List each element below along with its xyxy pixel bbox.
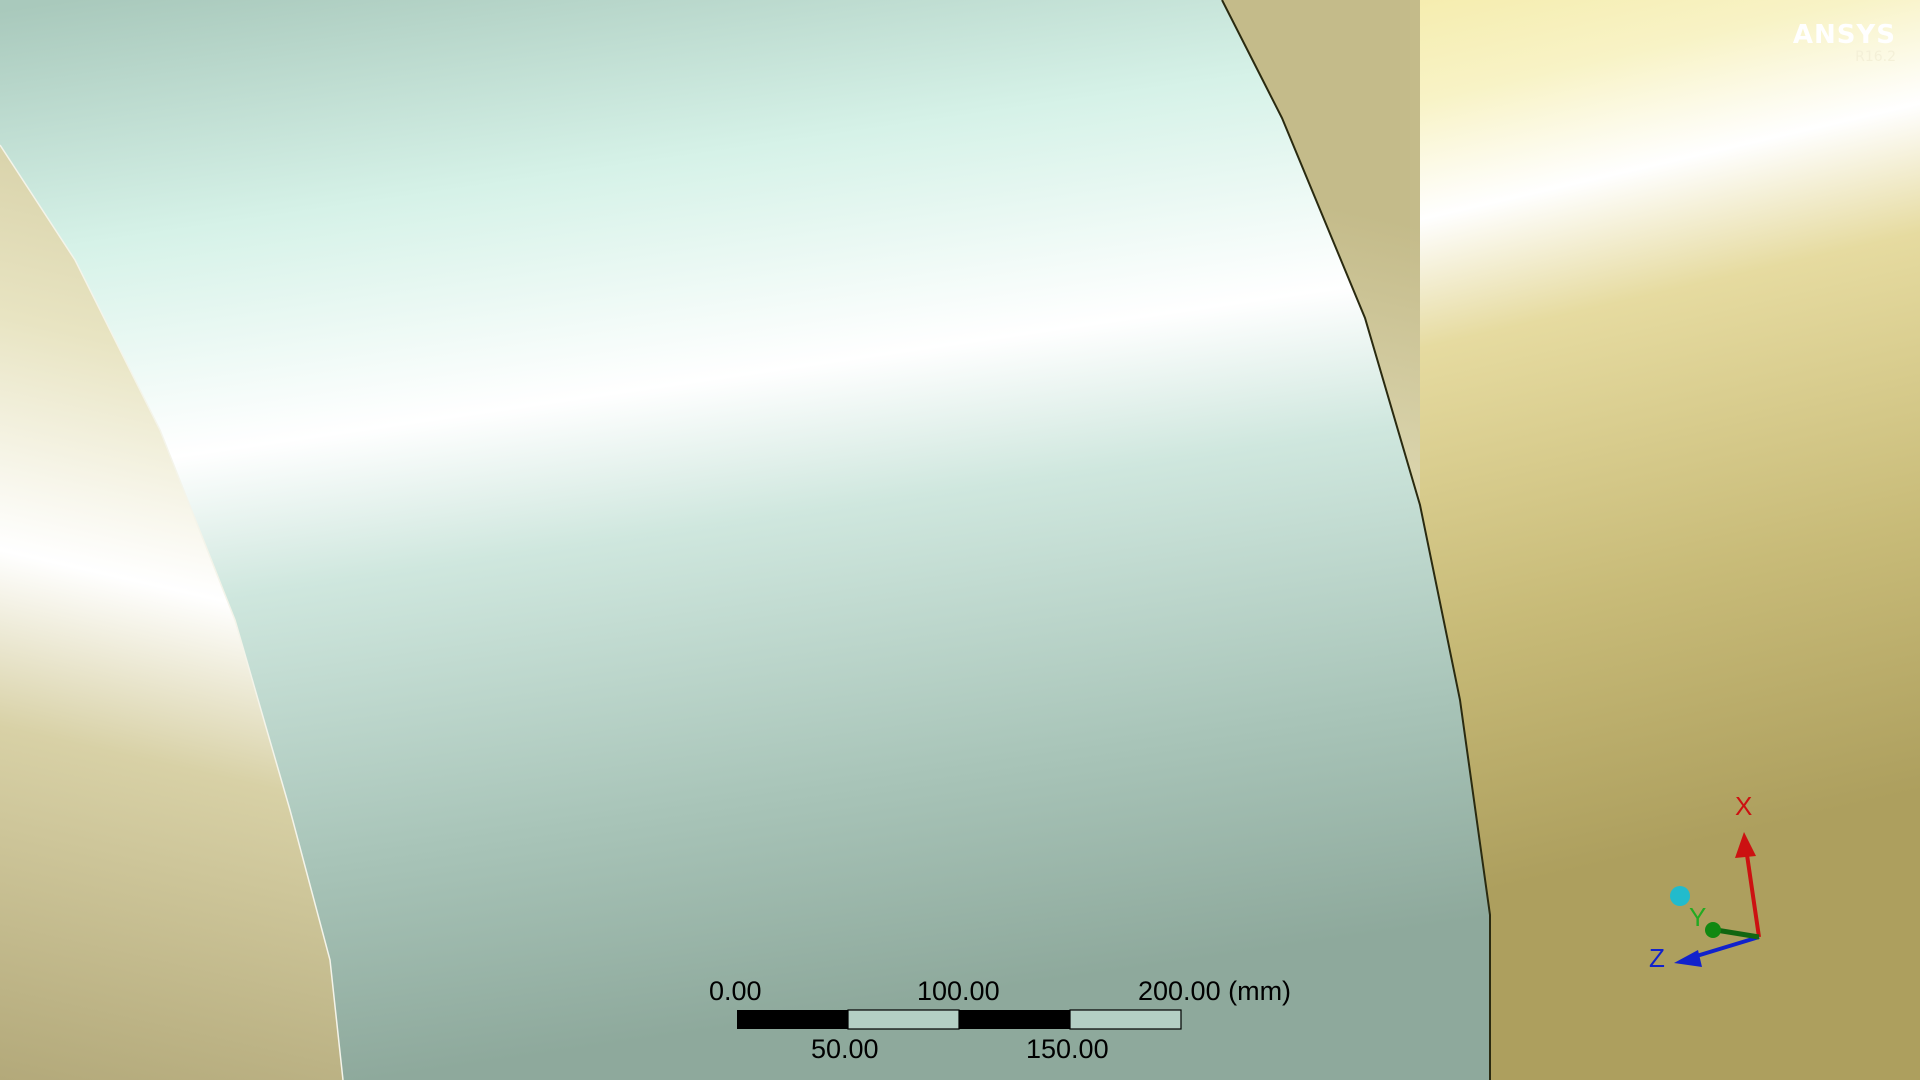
band-left-edge [0, 144, 344, 1080]
scale-label-100: 100.00 [917, 976, 1000, 1006]
ansys-brand: ANSYS [1792, 20, 1896, 50]
z-axis-label: Z [1649, 943, 1665, 973]
scale-label-0: 0.00 [709, 976, 762, 1006]
scale-bar [737, 1009, 1182, 1030]
iso-view-ball[interactable] [1670, 886, 1690, 906]
z-axis-arrowhead [1674, 950, 1702, 967]
y-axis-label: Y [1689, 902, 1706, 932]
x-axis-arrowhead [1735, 832, 1756, 858]
scale-label-150: 150.00 [1026, 1034, 1109, 1064]
scale-seg-4 [1069, 1009, 1182, 1030]
scale-seg-2 [847, 1009, 960, 1030]
x-axis-label: X [1735, 791, 1752, 821]
ansys-logo: ANSYS R16.2 [1793, 22, 1896, 64]
band-right-edge [1221, 0, 1491, 1080]
y-axis-ball [1705, 922, 1721, 938]
scale-label-50: 50.00 [811, 1034, 879, 1064]
coordinate-triad[interactable]: X Y Z [1649, 791, 1761, 973]
scale-seg-1 [737, 1010, 848, 1029]
y-axis-line [1715, 927, 1760, 940]
scale-label-200-unit: 200.00 (mm) [1138, 976, 1292, 1006]
x-axis-line [1744, 847, 1761, 938]
scale-seg-3 [959, 1010, 1070, 1029]
z-axis-line [1689, 935, 1760, 960]
curved-band-surface [0, 0, 1490, 1080]
ansys-version: R16.2 [1855, 49, 1896, 65]
